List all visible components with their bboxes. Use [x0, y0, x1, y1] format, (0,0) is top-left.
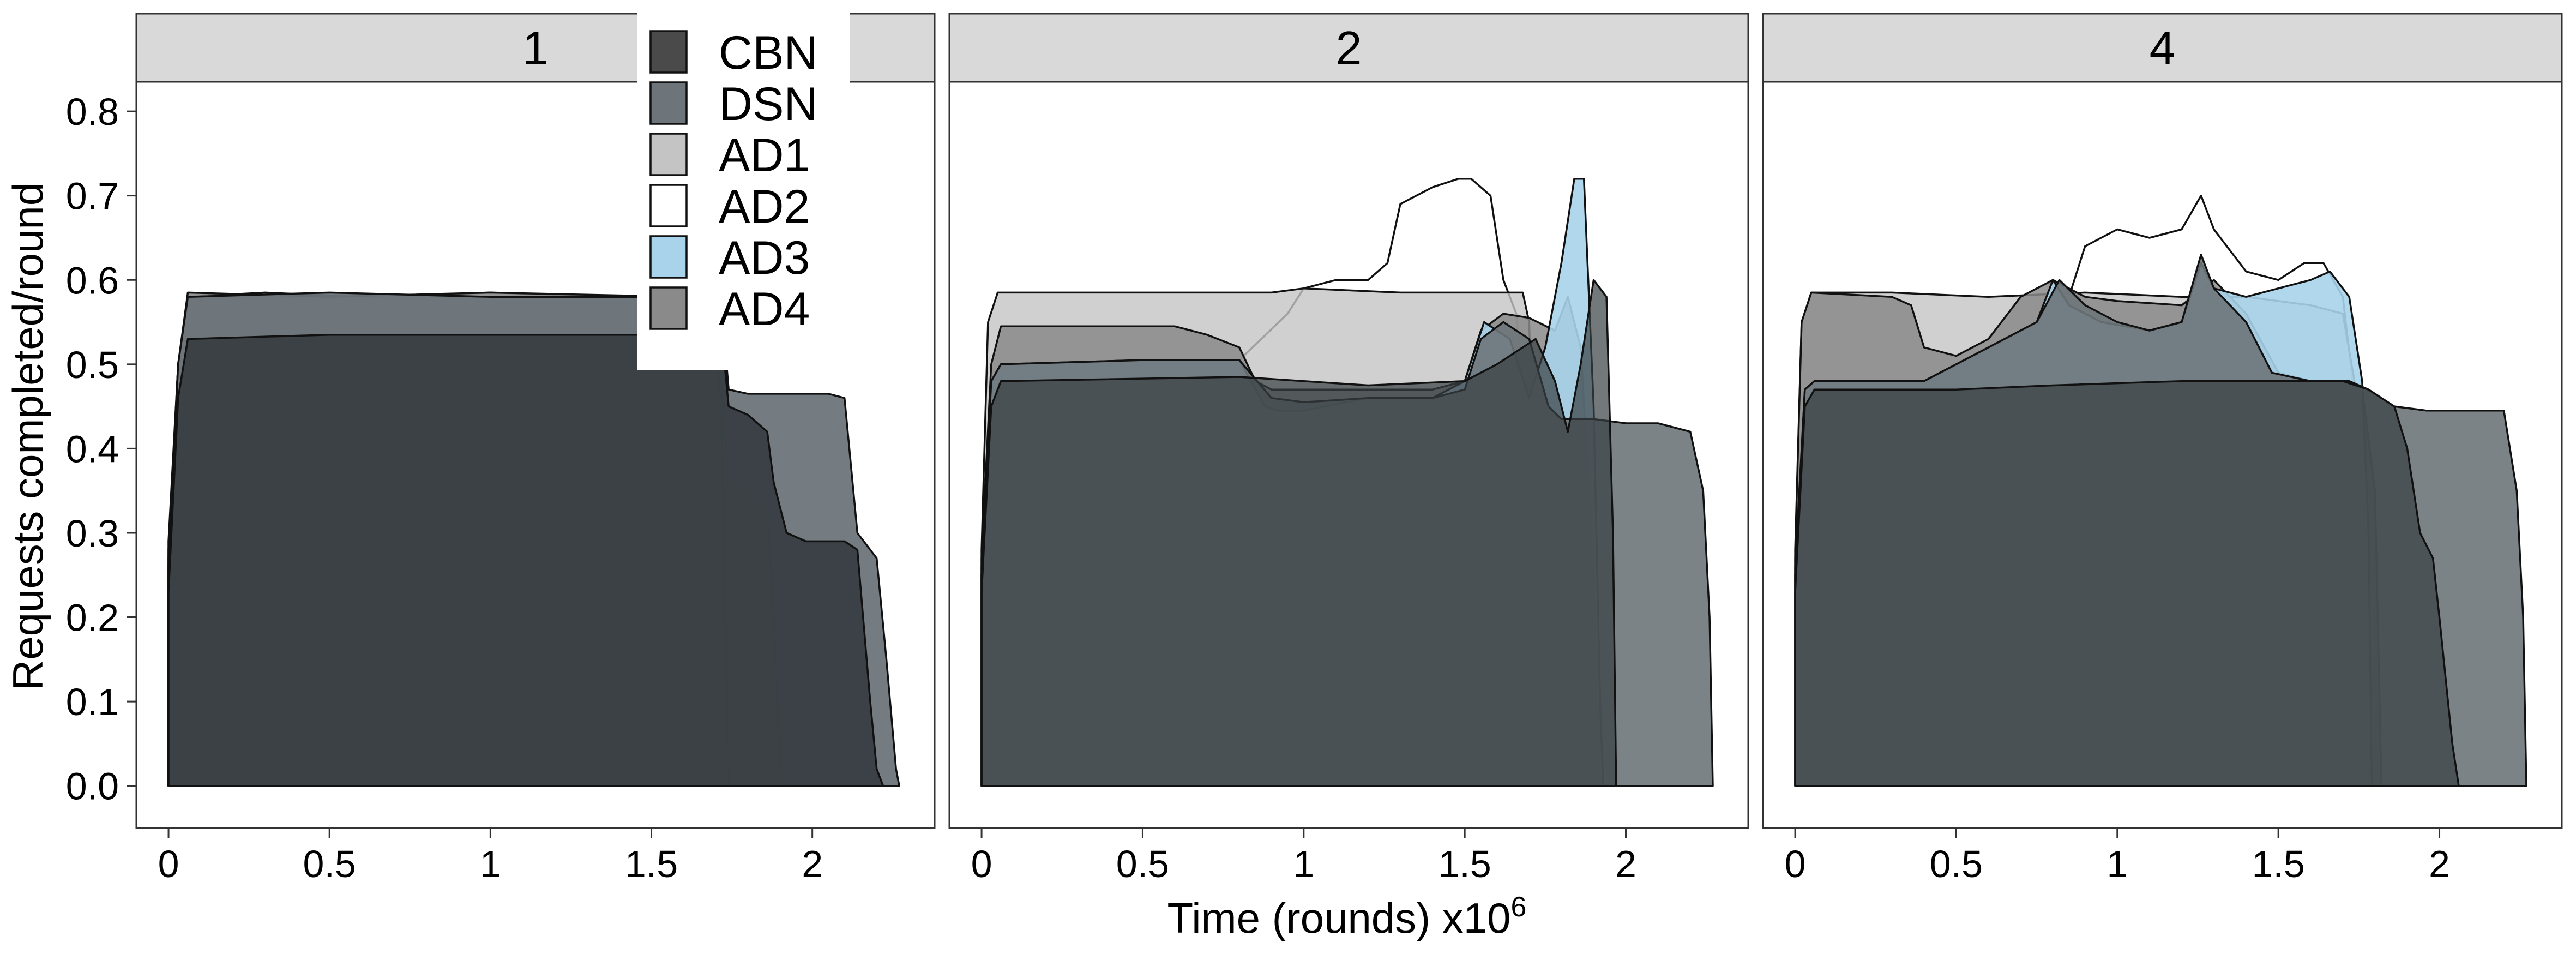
panels-layer: 1 2 4	[135, 13, 2563, 829]
y-tick-label: 0.3	[66, 512, 119, 555]
y-tick-label: 0.4	[66, 428, 119, 470]
facet-strip	[1762, 13, 2563, 83]
x-tick-label: 1	[1293, 843, 1314, 885]
legend-item-ad1: AD1	[649, 129, 810, 182]
area-series-cbn	[167, 333, 884, 787]
x-tick-label: 1.5	[1439, 843, 1491, 885]
y-tick-label: 0.6	[66, 259, 119, 302]
x-tick-label: 2	[2429, 843, 2450, 885]
legend-key	[649, 235, 688, 279]
y-tick-label: 0.5	[66, 344, 119, 386]
y-tick-label: 0.8	[66, 91, 119, 133]
x-tick-label: 0.5	[303, 843, 356, 885]
area-series-group	[1794, 194, 2527, 787]
axes-layer: 0 0.5 1 1.5 2 0 0.5 1 1.5 2 0 0.5 1 1.5 2 0.0 0.1 0.2 0.3 0…	[66, 91, 2450, 885]
facet-strip-label: 4	[2150, 22, 2176, 75]
y-tick-label: 0.7	[66, 175, 119, 218]
panel-4: 4	[1762, 13, 2563, 829]
legend-item-ad2: AD2	[649, 181, 810, 233]
x-tick-label: 1.5	[2252, 843, 2305, 885]
legend-label: DSN	[719, 78, 818, 130]
legend-item-dsn: DSN	[649, 78, 818, 130]
x-tick-label: 0	[971, 843, 992, 885]
x-tick-label: 2	[802, 843, 823, 885]
legend-label: AD3	[719, 232, 810, 284]
facet-strip-label: 2	[1336, 22, 1362, 75]
x-tick-label: 0.5	[1930, 843, 1983, 885]
legend-key	[649, 133, 688, 176]
area-series-cbn	[980, 279, 1617, 787]
y-tick-label: 0.2	[66, 597, 119, 639]
y-axis-title: Requests completed/round	[4, 182, 52, 691]
legend-label: CBN	[719, 27, 818, 79]
x-tick-label: 1	[480, 843, 501, 885]
legend-item-ad3: AD3	[649, 232, 810, 284]
legend-item-ad4: AD4	[649, 283, 810, 335]
area-series-group	[980, 178, 1714, 787]
area-series-cbn	[1794, 380, 2460, 787]
legend-item-cbn: CBN	[649, 27, 818, 79]
legend-key	[649, 30, 688, 74]
legend-label: AD4	[719, 283, 810, 335]
x-tick-label: 1	[2106, 843, 2128, 885]
x-tick-label: 0	[1785, 843, 1806, 885]
x-tick-label: 1.5	[625, 843, 678, 885]
area-series-group	[167, 291, 900, 787]
legend-key	[649, 286, 688, 330]
legend-label: AD1	[719, 129, 810, 182]
legend-key	[649, 81, 688, 125]
legend-label: AD2	[719, 181, 810, 233]
x-axis-title-superscript: 6	[1511, 891, 1527, 923]
x-axis-title: Time (rounds) x106	[1167, 891, 1527, 942]
x-axis-title-text: Time (rounds) x10	[1167, 894, 1511, 942]
y-tick-label: 0.1	[66, 681, 119, 723]
panel-2: 2	[948, 13, 1749, 829]
facet-strip	[948, 13, 1749, 83]
x-tick-label: 2	[1615, 843, 1636, 885]
legend-key	[649, 184, 688, 227]
facet-strip-label: 1	[522, 22, 549, 75]
x-tick-label: 0	[158, 843, 179, 885]
y-tick-label: 0.0	[66, 765, 119, 808]
x-tick-label: 0.5	[1116, 843, 1169, 885]
